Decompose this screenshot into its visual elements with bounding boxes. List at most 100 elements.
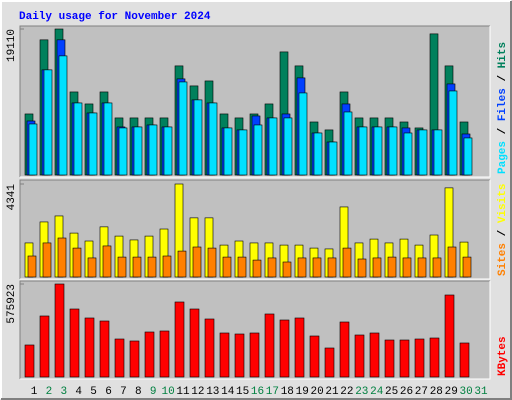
bar [204, 318, 215, 378]
bar [294, 317, 305, 378]
bar [207, 247, 217, 278]
legend-entry: Sites [497, 243, 509, 276]
bar [463, 137, 473, 176]
bar [327, 257, 337, 278]
bar [193, 99, 203, 176]
legend-separator: / [497, 121, 509, 141]
x-tick-label: 9 [150, 386, 157, 398]
bar [313, 132, 323, 176]
bar [117, 256, 127, 278]
bar [399, 339, 410, 378]
x-tick-label: 5 [90, 386, 97, 398]
x-tick-label: 16 [251, 386, 264, 398]
bar [69, 308, 80, 378]
bar [357, 258, 367, 278]
bar [418, 129, 428, 176]
chart-title: Daily usage for November 2024 [19, 11, 211, 23]
bar [178, 81, 188, 176]
x-tick-label: 28 [430, 386, 443, 398]
bar [72, 247, 82, 278]
bar [402, 257, 412, 278]
bar [309, 335, 320, 378]
bar [87, 257, 97, 278]
bar [354, 334, 365, 378]
y-tick-label: 4341 [6, 184, 18, 211]
bar [28, 123, 38, 176]
bar [189, 308, 200, 378]
bar [57, 237, 67, 278]
bar [84, 317, 95, 378]
bar [279, 319, 290, 378]
bar [403, 132, 413, 176]
bar [249, 332, 260, 378]
legend: Sites / Visits [497, 184, 509, 276]
x-tick-label: 14 [221, 386, 235, 398]
x-tick-label: 4 [75, 386, 82, 398]
bar [387, 256, 397, 278]
bar [372, 257, 382, 278]
plot-bevel [20, 26, 491, 178]
x-tick-label: 8 [135, 386, 142, 398]
bar [219, 332, 230, 378]
x-tick-label: 23 [355, 386, 368, 398]
bar [342, 247, 352, 278]
bar [237, 256, 247, 278]
bar [42, 242, 52, 278]
bar [462, 256, 472, 278]
x-tick-label: 3 [60, 386, 67, 398]
bar [132, 256, 142, 278]
legend-entry: Visits [497, 184, 509, 224]
x-tick-label: 22 [340, 386, 353, 398]
bar [324, 347, 335, 378]
bar [312, 257, 322, 278]
x-tick-label: 18 [281, 386, 294, 398]
bar [417, 257, 427, 278]
bar [297, 257, 307, 278]
x-tick-label: 19 [296, 386, 309, 398]
bar [88, 112, 98, 176]
bar [429, 337, 440, 378]
bar [343, 111, 353, 176]
legend-entry: Hits [497, 42, 509, 68]
x-tick-label: 2 [46, 386, 53, 398]
bar [358, 126, 368, 176]
bar [162, 255, 172, 278]
legend: Pages / Files / Hits [497, 42, 509, 174]
bar [192, 246, 202, 278]
x-tick-label: 10 [161, 386, 174, 398]
bar [328, 141, 338, 176]
bar [253, 124, 263, 176]
bar [43, 69, 53, 176]
bar [27, 255, 37, 278]
plot-bevel [19, 179, 490, 279]
bar [159, 330, 170, 378]
plot-bevel [19, 25, 490, 177]
bar [384, 339, 395, 378]
bar [447, 246, 457, 278]
bar [433, 129, 443, 176]
y-tick-label: 575923 [6, 284, 18, 324]
x-tick-label: 25 [385, 386, 398, 398]
bar [118, 127, 128, 176]
bar [103, 102, 113, 176]
legend-entry: Pages [497, 141, 509, 174]
bar [282, 261, 292, 278]
x-tick-label: 15 [236, 386, 249, 398]
bar [388, 126, 398, 176]
bar [414, 338, 425, 378]
bar [298, 92, 308, 176]
bar [73, 102, 83, 176]
legend-separator: / [497, 223, 509, 243]
bar [24, 344, 35, 378]
x-tick-label: 24 [370, 386, 384, 398]
x-tick-label: 26 [400, 386, 413, 398]
legend: KBytes [497, 336, 509, 376]
x-tick-label: 12 [191, 386, 204, 398]
x-tick-label: 31 [474, 386, 488, 398]
x-tick-label: 6 [105, 386, 112, 398]
bar [114, 338, 125, 378]
bar [147, 256, 157, 278]
x-tick-label: 1 [31, 386, 38, 398]
